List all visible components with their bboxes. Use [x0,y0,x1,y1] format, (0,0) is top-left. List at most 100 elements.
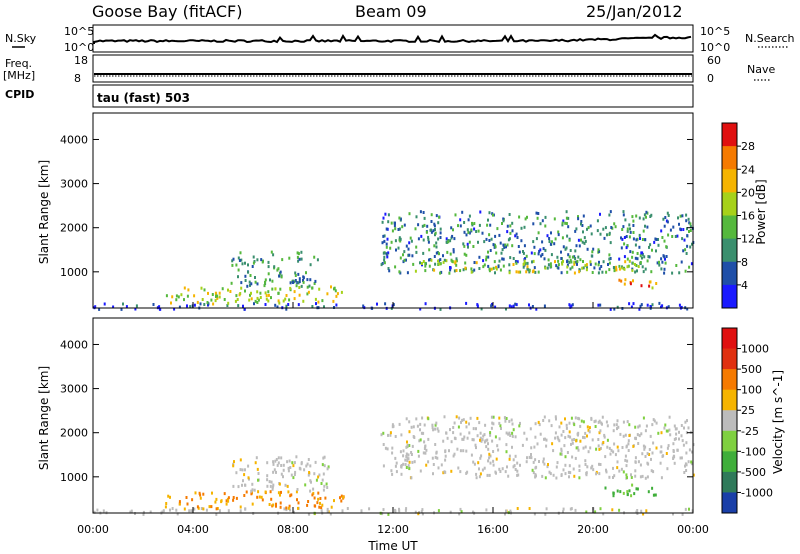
data-cell [243,494,246,497]
data-cell [628,489,631,493]
data-cell [549,262,552,266]
data-cell [295,284,298,288]
data-cell [429,258,432,261]
data-cell [686,234,689,238]
data-cell [489,454,492,458]
data-cell [408,430,411,434]
data-cell [479,431,482,435]
data-cell [248,280,251,284]
data-cell [470,270,473,274]
data-cell [300,250,303,254]
data-cell [386,255,389,259]
data-cell [438,215,441,219]
data-cell [685,252,688,255]
x-tick-label: 00:00 [677,523,709,536]
data-cell [647,462,650,466]
data-cell [149,510,152,514]
data-cell [433,224,436,228]
data-cell [667,233,670,237]
data-cell [591,438,594,442]
data-cell [437,509,440,513]
data-cell [289,286,292,290]
data-cell [296,251,299,255]
data-cell [660,257,663,261]
power-colorbar-label: Power [dB] [754,179,768,244]
data-cell [590,254,593,258]
data-cell [624,458,627,462]
data-cell [403,258,406,262]
data-cell [690,462,693,466]
data-cell [511,434,514,438]
y-tick-label: 3000 [60,178,88,191]
data-cell [424,444,427,448]
data-cell [626,459,629,463]
data-cell [420,510,423,514]
data-cell [568,260,571,264]
nave-tick-bottom: 0 [707,72,714,85]
data-cell [235,294,238,298]
data-cell [483,240,486,244]
data-cell [274,459,277,463]
data-cell [468,422,470,426]
data-cell [548,470,551,474]
data-cell [512,257,515,260]
data-cell [639,254,642,258]
data-cell [495,265,497,269]
data-cell [431,426,434,430]
nsearch-tick-top: 10^5 [700,25,730,38]
data-cell [423,216,426,220]
data-cell [508,419,511,423]
data-cell [98,307,101,311]
colorbar-swatch [722,146,737,170]
data-cell [673,455,676,459]
data-cell [547,263,550,267]
data-cell [573,474,576,478]
data-cell [591,271,594,274]
data-cell [273,468,276,472]
data-cell [494,305,497,309]
data-cell [613,266,616,270]
data-cell [412,435,415,438]
data-cell [644,238,647,242]
data-cell [672,512,674,516]
data-cell [449,266,452,270]
data-cell [393,224,396,228]
data-cell [623,242,626,246]
data-cell [576,262,578,266]
data-cell [318,473,321,477]
data-cell [277,267,280,271]
data-cell [613,442,616,446]
data-cell [264,291,267,295]
colorbar-swatch [722,192,737,216]
data-cell [530,453,532,456]
data-cell [196,300,199,304]
data-cell [552,449,555,453]
data-cell [641,238,644,241]
data-cell [626,476,628,480]
data-cell [278,482,281,486]
data-cell [402,253,404,257]
data-cell [307,458,310,461]
data-cell [613,423,616,427]
data-cell [502,217,505,221]
data-cell [453,421,456,425]
data-cell [215,512,218,516]
data-cell [662,217,665,221]
data-cell [282,468,285,472]
data-cell [279,270,282,274]
data-cell [462,418,465,422]
data-cell [502,257,505,261]
data-cell [406,456,409,460]
data-cell [582,214,585,218]
data-cell [443,258,446,262]
data-cell [614,453,617,457]
data-cell [164,505,167,509]
data-cell [546,465,549,469]
data-cell [515,261,518,265]
colorbar-tick-label: 28 [741,140,755,153]
data-cell [634,425,637,429]
data-cell [634,474,637,478]
data-cell [567,225,570,229]
data-cell [683,426,685,430]
data-cell [653,419,656,423]
